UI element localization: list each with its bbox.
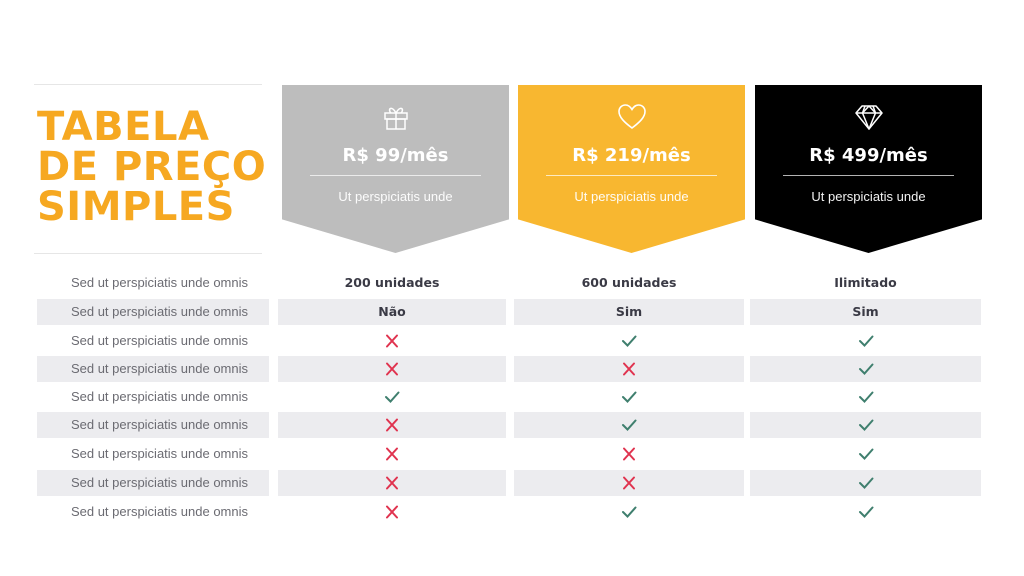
table-row: Sed ut perspiciatis unde omnis Não Sim Sim [0,299,1024,325]
feature-cell [750,470,981,496]
page-title-line-2: DE PREÇO [37,144,267,190]
plan-standard-header: R$ 219/mês Ut perspiciatis unde [518,85,745,253]
cross-icon [623,476,635,490]
row-shade [37,470,269,496]
plan-subtitle: Ut perspiciatis unde [338,189,453,204]
feature-cell [514,441,744,467]
feature-label: Sed ut perspiciatis unde omnis [70,333,248,348]
page-title-line-3: SIMPLES [37,184,235,230]
feature-label: Sed ut perspiciatis unde omnis [70,275,248,290]
feature-cell: Sim [615,304,643,319]
row-shade [750,299,981,325]
feature-cell [750,328,981,354]
feature-cell [514,412,744,438]
row-shade [750,470,981,496]
feature-cell [514,356,744,382]
check-icon [858,477,873,489]
check-icon [858,391,873,403]
table-row: Sed ut perspiciatis unde omnis [0,499,1024,525]
feature-cell [750,441,981,467]
feature-label: Sed ut perspiciatis unde omnis [70,475,248,490]
gift-icon [383,107,408,130]
feature-cell: Não [378,304,406,319]
check-icon [858,506,873,518]
feature-cell [278,499,506,525]
check-icon [858,419,873,431]
plan-premium-header: R$ 499/mês Ut perspiciatis unde [755,85,982,253]
cross-icon [386,447,398,461]
diamond-icon [854,105,883,130]
plan-price: R$ 499/mês [809,145,928,166]
feature-cell: 600 unidades [581,275,677,290]
feature-cell [278,384,506,410]
cross-icon [386,334,398,348]
cross-icon [386,505,398,519]
cross-icon [623,362,635,376]
feature-label: Sed ut perspiciatis unde omnis [70,304,248,319]
plan-price: R$ 99/mês [342,145,449,166]
check-icon [858,335,873,347]
plan-divider [310,175,481,176]
feature-cell: Sim [852,304,879,319]
table-row: Sed ut perspiciatis unde omnis 200 unidad… [0,270,1024,296]
row-shade [514,412,744,438]
check-icon [385,391,400,403]
row-shade [37,356,269,382]
feature-cell [750,384,981,410]
feature-cell [278,470,506,496]
feature-cell [750,412,981,438]
cross-icon [623,447,635,461]
feature-cell [514,470,744,496]
check-icon [622,506,637,518]
feature-cell: Ilimitado [834,275,897,290]
table-row: Sed ut perspiciatis unde omnis [0,412,1024,438]
feature-cell [278,356,506,382]
table-row: Sed ut perspiciatis unde omnis [0,384,1024,410]
plan-divider [783,175,954,176]
plan-subtitle: Ut perspiciatis unde [574,189,689,204]
heart-icon [617,104,646,130]
cross-icon [386,418,398,432]
feature-cell [750,356,981,382]
plan-subtitle: Ut perspiciatis unde [811,189,926,204]
check-icon [622,391,637,403]
feature-label: Sed ut perspiciatis unde omnis [70,504,248,519]
table-row: Sed ut perspiciatis unde omnis [0,441,1024,467]
cross-icon [386,362,398,376]
title-block: TABELA DE PREÇO SIMPLES [34,84,266,254]
feature-label: Sed ut perspiciatis unde omnis [70,446,248,461]
feature-cell [750,499,981,525]
feature-label: Sed ut perspiciatis unde omnis [70,389,248,404]
table-row: Sed ut perspiciatis unde omnis [0,470,1024,496]
check-icon [622,335,637,347]
plan-basic-header: R$ 99/mês Ut perspiciatis unde [282,85,509,253]
table-row: Sed ut perspiciatis unde omnis [0,328,1024,354]
feature-cell [514,499,744,525]
row-shade [278,299,506,325]
table-row: Sed ut perspiciatis unde omnis [0,356,1024,382]
feature-cell [514,328,744,354]
feature-cell [514,384,744,410]
row-shade [750,356,981,382]
check-icon [858,448,873,460]
feature-cell [278,412,506,438]
page-title-line-1: TABELA [37,104,210,150]
row-shade [750,412,981,438]
feature-label: Sed ut perspiciatis unde omnis [70,417,248,432]
feature-cell [278,441,506,467]
row-shade [37,299,269,325]
feature-cell [278,328,506,354]
check-icon [622,419,637,431]
feature-label: Sed ut perspiciatis unde omnis [70,361,248,376]
plan-price: R$ 219/mês [572,145,691,166]
row-shade [37,412,269,438]
cross-icon [386,476,398,490]
feature-cell: 200 unidades [344,275,440,290]
check-icon [858,363,873,375]
plan-divider [546,175,717,176]
row-shade [514,299,744,325]
